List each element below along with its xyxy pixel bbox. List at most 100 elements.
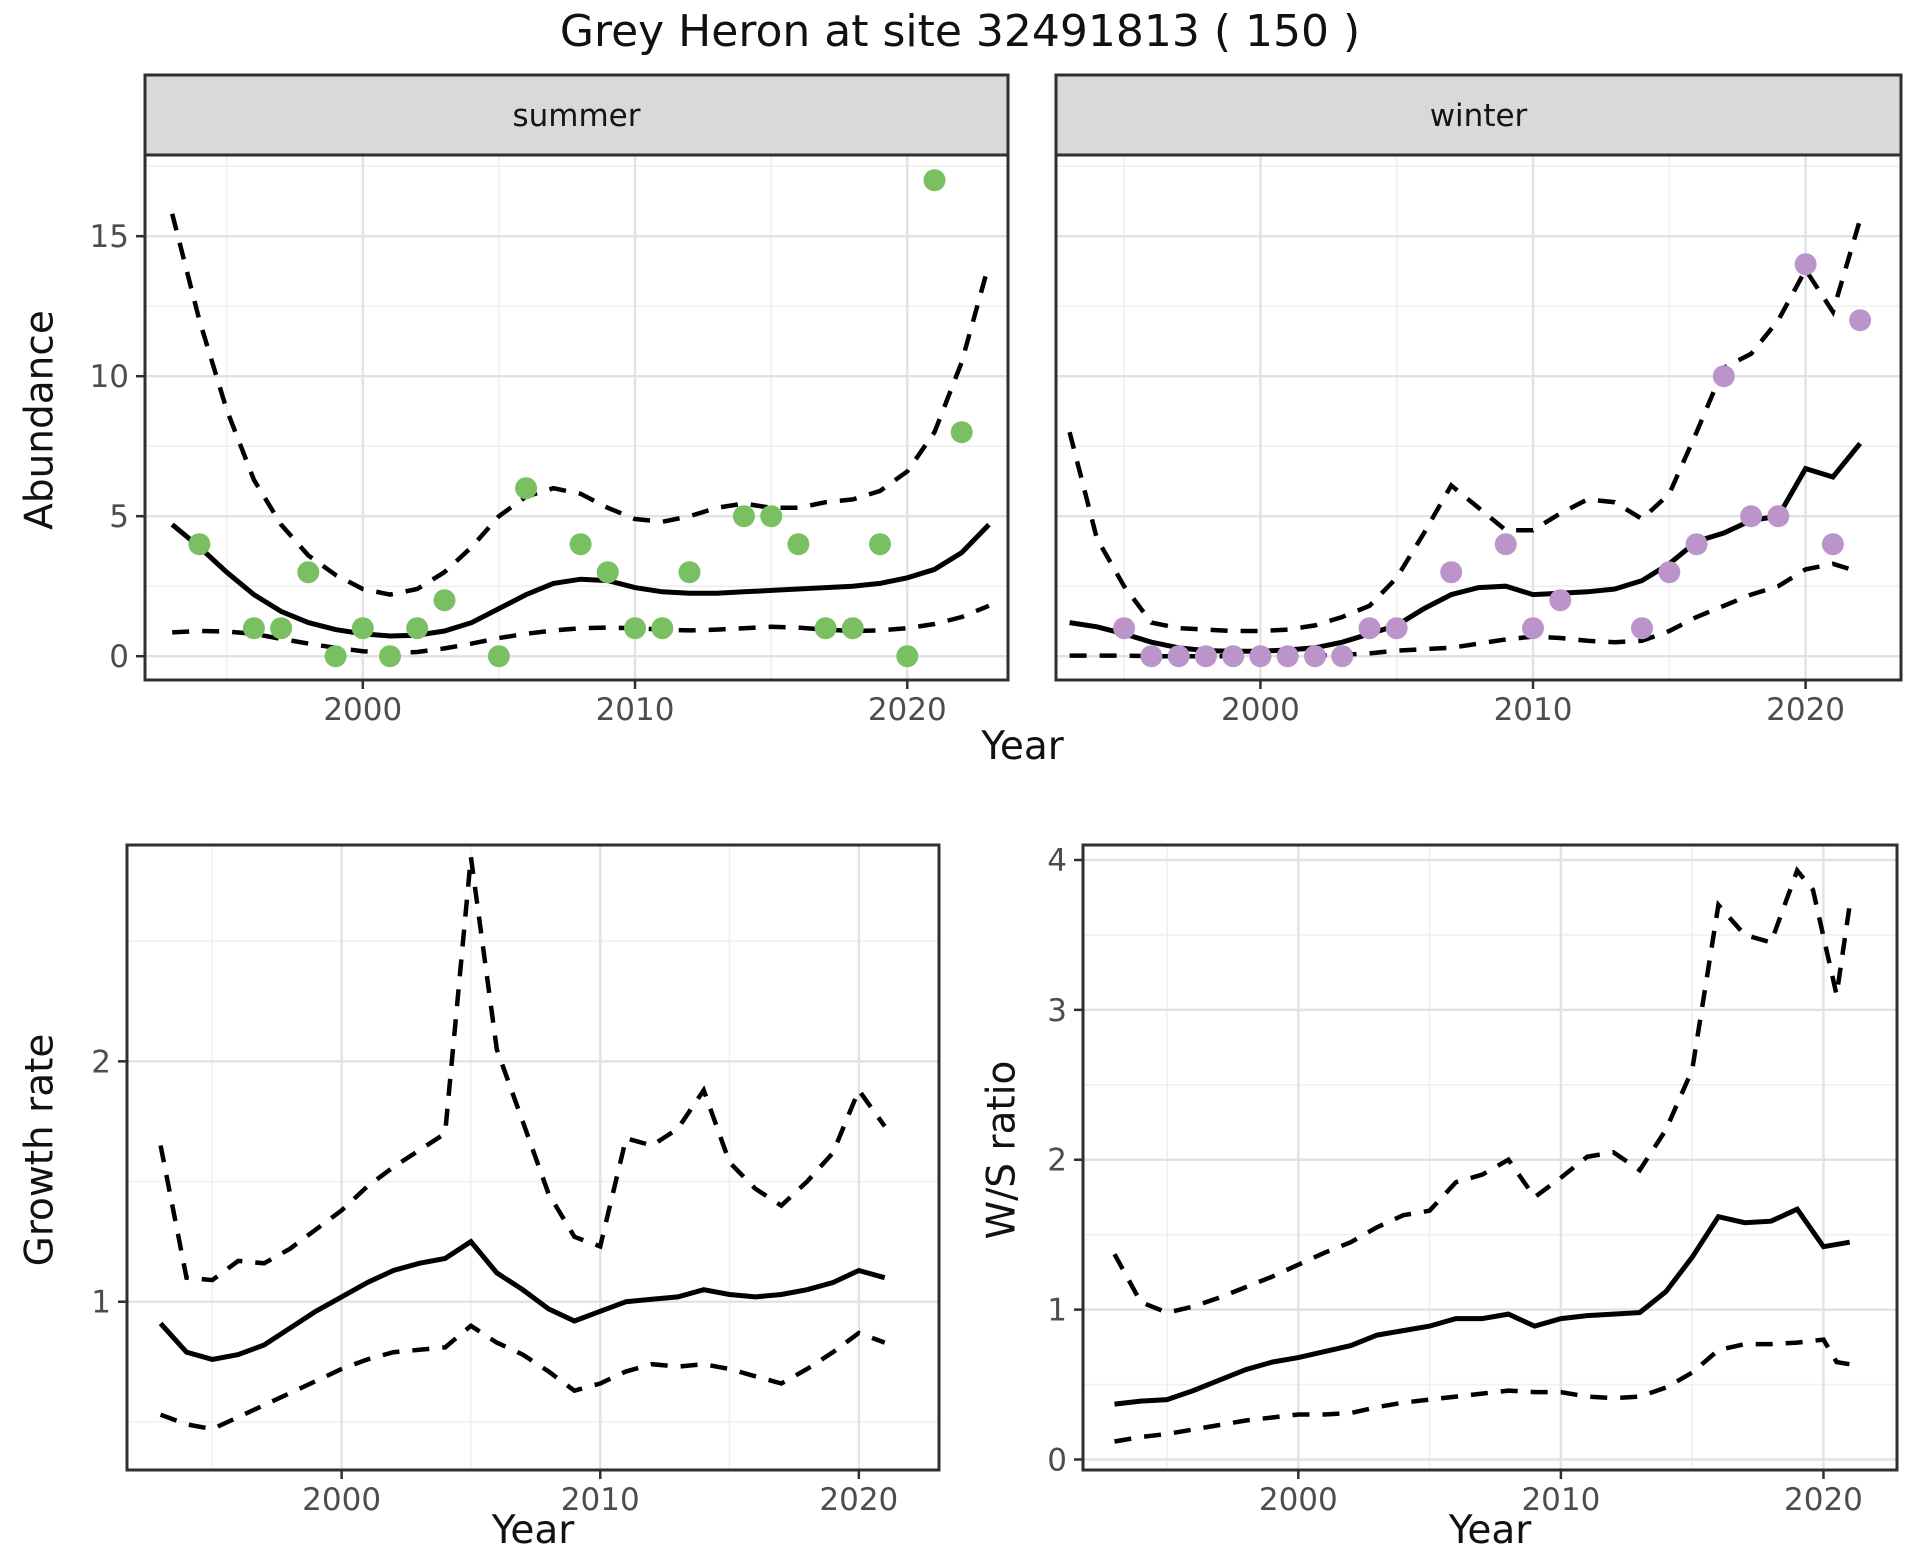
y-tick-label: 0 [109, 639, 129, 675]
data-point [406, 617, 429, 640]
series-lines [1112, 865, 1856, 1444]
y-tick-label: 15 [90, 219, 129, 255]
panel-background [1056, 155, 1901, 680]
data-point [596, 561, 619, 584]
gridlines [1083, 845, 1897, 1470]
confidence-upper-dashed-line [170, 213, 992, 597]
data-point [1658, 561, 1681, 584]
y-tick-label: 1 [1047, 1293, 1067, 1329]
data-point [1685, 533, 1708, 556]
data-point [1113, 617, 1136, 640]
data-point [760, 505, 783, 528]
y-tick-label: 10 [90, 359, 129, 395]
data-point [814, 617, 837, 640]
data-point [1767, 505, 1790, 528]
x-tick-label: 2010 [561, 1482, 640, 1518]
data-point [732, 505, 755, 528]
observation-points [188, 169, 973, 668]
observation-points [1113, 253, 1872, 668]
data-point [1140, 645, 1163, 668]
data-point [1222, 645, 1245, 668]
data-point [1249, 645, 1272, 668]
model-fit-line [158, 1238, 886, 1362]
x-tick-label: 2020 [819, 1482, 898, 1518]
data-point [1385, 617, 1408, 640]
y-axis: 12 [91, 1044, 127, 1321]
panel-ws-ratio: 2000 2010 2020 0 1 2 3 4 [1047, 843, 1899, 1518]
x-tick-label: 2010 [1521, 1482, 1600, 1518]
panel-border [1081, 843, 1899, 1472]
data-point [1304, 645, 1326, 668]
data-point [1740, 505, 1763, 528]
y-tick-label: 4 [1047, 843, 1067, 879]
data-point [1194, 645, 1217, 668]
x-tick-label: 2000 [1221, 692, 1300, 728]
data-point [351, 617, 374, 640]
x-tick-label: 2020 [1766, 692, 1845, 728]
year-axis-title-ws: Year [1448, 1508, 1532, 1553]
series-lines [170, 213, 992, 656]
y-axis: 0 5 10 15 [90, 219, 145, 675]
year-axis-title-top: Year [981, 724, 1064, 769]
x-axis: 2000 2010 2020 [323, 680, 947, 728]
data-point [923, 169, 946, 192]
panel-abundance-winter: winter 2000 2010 2020 [1054, 73, 1903, 728]
data-point [324, 645, 347, 668]
x-axis: 2000 2010 2020 [302, 1470, 898, 1518]
x-tick-label: 2000 [323, 692, 402, 728]
facet-strip [1054, 73, 1903, 157]
confidence-upper-dashed-line [158, 856, 887, 1283]
data-point [1276, 645, 1299, 668]
y-tick-label: 2 [1047, 1143, 1067, 1179]
x-tick-label: 2000 [1259, 1482, 1338, 1518]
data-point [841, 617, 864, 640]
gridlines [145, 155, 1008, 680]
series-lines [158, 856, 887, 1432]
panel-border [125, 843, 941, 1472]
data-point [624, 617, 646, 640]
facet-strip-label: winter [1430, 98, 1528, 134]
data-point [896, 645, 919, 668]
data-point [515, 477, 538, 500]
model-fit-line [170, 522, 991, 639]
data-point [1549, 589, 1572, 612]
x-tick-label: 2010 [1494, 692, 1573, 728]
panel-background [1083, 845, 1897, 1470]
data-point [1494, 533, 1517, 556]
facet-strip-label: summer [512, 98, 640, 134]
data-point [1331, 645, 1354, 668]
data-point [1522, 617, 1544, 640]
confidence-upper-dashed-line [1112, 865, 1852, 1315]
data-point [1794, 253, 1817, 276]
y-tick-label: 3 [1047, 993, 1067, 1029]
x-tick-label: 2010 [596, 692, 675, 728]
data-point [651, 617, 674, 640]
gridlines [127, 845, 939, 1470]
data-point [487, 645, 510, 668]
data-point [242, 617, 265, 640]
data-point [569, 533, 592, 556]
data-point [1440, 561, 1463, 584]
facet-strip [143, 73, 1010, 157]
y-tick-label: 5 [109, 499, 129, 535]
data-point [678, 561, 701, 584]
data-point [1358, 617, 1381, 640]
x-tick-label: 2000 [302, 1482, 381, 1518]
confidence-lower-dashed-line [159, 1323, 886, 1432]
ws-ratio-axis-title: W/S ratio [979, 1060, 1025, 1240]
abundance-axis-title: Abundance [17, 310, 63, 530]
panel-background [127, 845, 939, 1470]
year-axis-title-growth: Year [491, 1508, 575, 1553]
data-point [1167, 645, 1190, 668]
y-tick-label: 2 [91, 1044, 111, 1080]
y-tick-label: 1 [91, 1285, 111, 1321]
data-point [379, 645, 401, 668]
data-point [869, 533, 891, 556]
confidence-lower-dashed-line [1114, 1337, 1856, 1444]
growth-rate-axis-title: Growth rate [17, 1033, 63, 1267]
plot-title: Grey Heron at site 32491813 ( 150 ) [559, 6, 1361, 57]
x-axis: 2000 2010 2020 [1259, 1470, 1863, 1518]
data-point [433, 589, 456, 612]
data-point [787, 533, 810, 556]
